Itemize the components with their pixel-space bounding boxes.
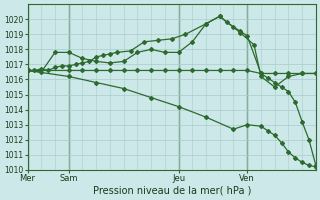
X-axis label: Pression niveau de la mer( hPa ): Pression niveau de la mer( hPa ) [92,186,251,196]
